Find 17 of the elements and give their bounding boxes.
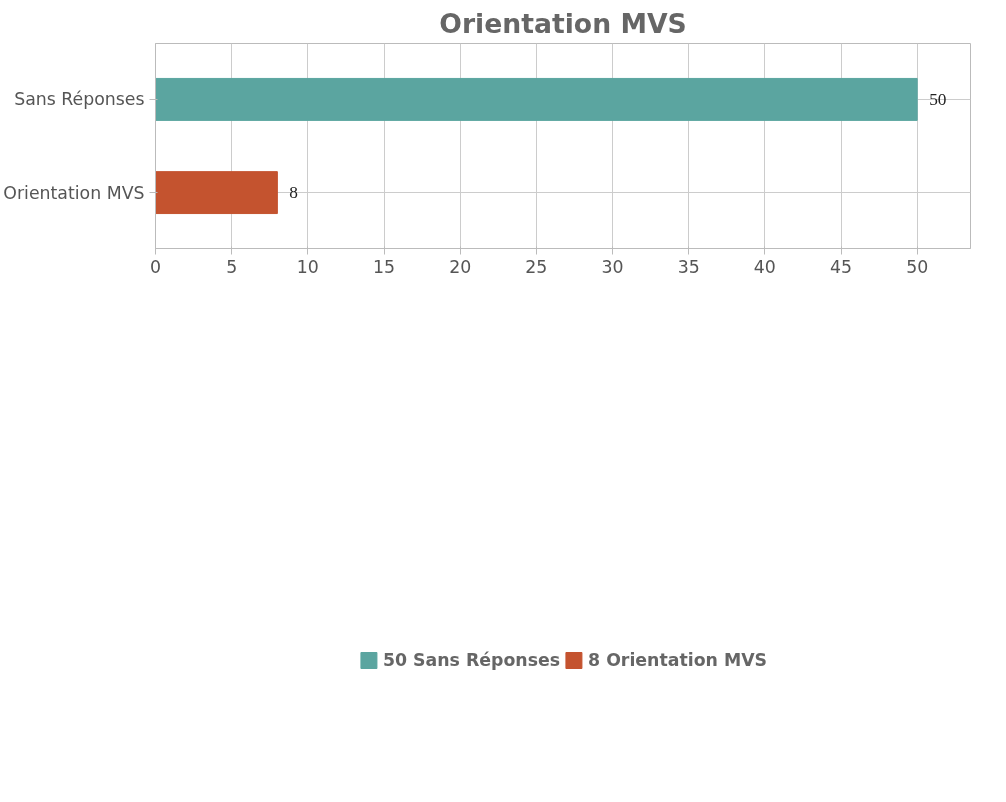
legend-label: 8 Orientation MVS — [588, 650, 768, 670]
legend-label: 50 Sans Réponses — [382, 650, 561, 670]
x-tick-label: 25 — [525, 256, 548, 277]
x-tick-label: 40 — [753, 256, 776, 277]
x-tick-label: 50 — [906, 256, 929, 277]
x-tick-label: 30 — [601, 256, 624, 277]
x-tick-label: 15 — [372, 256, 396, 277]
x-tick-label: 45 — [829, 256, 853, 277]
x-tick-label: 20 — [449, 256, 472, 277]
x-tick-label: 0 — [149, 256, 162, 277]
x-tick-label: 35 — [677, 256, 700, 277]
chart-title: Orientation MVS — [439, 7, 687, 39]
data-label: 8 — [289, 183, 299, 203]
y-tick-label: Sans Réponses — [14, 89, 145, 110]
x-tick-label: 10 — [296, 256, 319, 277]
data-label: 50 — [929, 89, 947, 109]
x-tick-label: 5 — [226, 256, 238, 277]
